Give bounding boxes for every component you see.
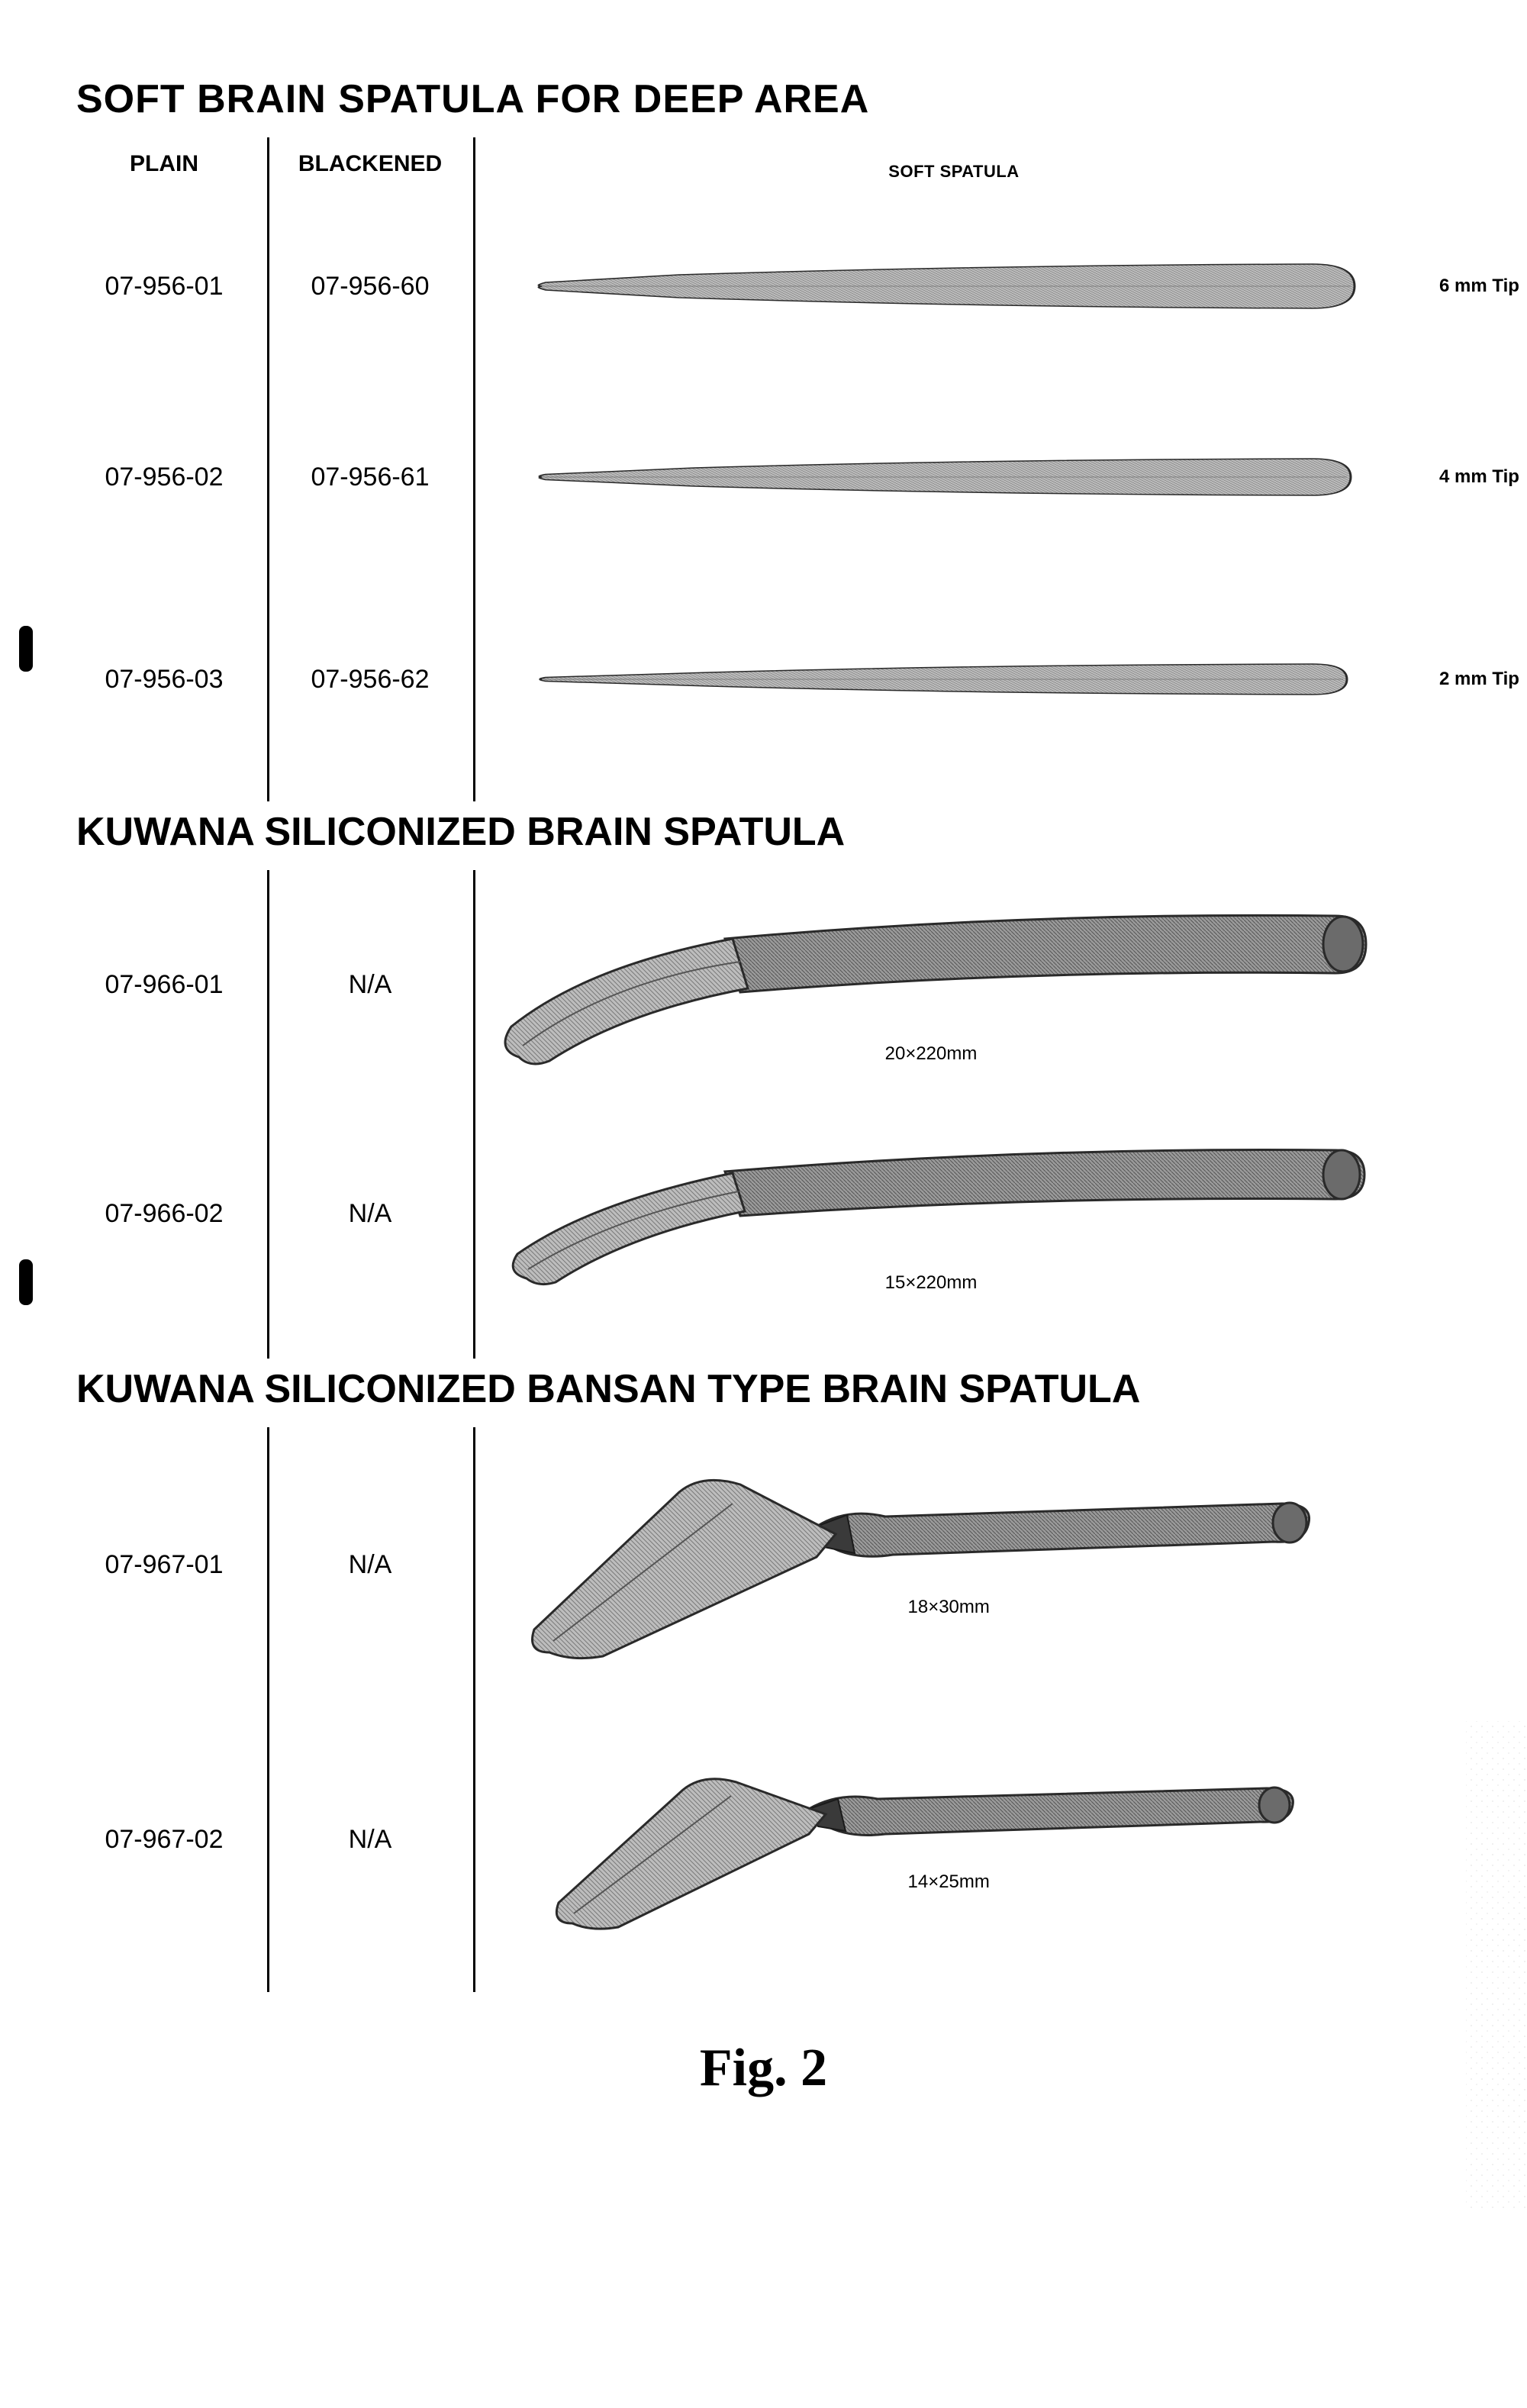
table-row: 07-966-02 N/A 15×220mm [61,1099,1466,1328]
product-image [473,382,1435,572]
table-row: 07-967-02 N/A 14×25mm [61,1702,1466,1977]
product-image [473,572,1435,786]
table-row: 07-956-02 07-956-61 4 mm Tip [61,382,1466,572]
code-plain: 07-966-02 [61,1199,267,1229]
section-title-bansan: KUWANA SILICONIZED BANSAN TYPE BRAIN SPA… [76,1366,1466,1412]
code-blackened: 07-956-62 [267,665,473,695]
scan-noise [1466,1721,1527,2210]
section-title-soft: SOFT BRAIN SPATULA FOR DEEP AREA [76,76,1466,122]
product-image: 20×220mm [473,870,1435,1099]
header-plain: PLAIN [61,151,267,177]
tip-label: 2 mm Tip [1435,669,1527,690]
code-plain: 07-967-02 [61,1825,267,1855]
page-tick-icon [19,626,33,672]
table-header-row: PLAIN BLACKENED [61,137,1466,191]
code-blackened: N/A [267,970,473,1000]
product-image: SOFT SPATULA [473,191,1435,382]
code-blackened: N/A [267,1825,473,1855]
table-row: 07-966-01 N/A 20×220mm [61,870,1466,1099]
dimension-label: 18×30mm [907,1597,989,1618]
code-plain: 07-956-02 [61,463,267,492]
page-tick-icon [19,1259,33,1305]
product-image: 15×220mm [473,1099,1435,1328]
tip-label: 6 mm Tip [1435,276,1527,297]
figure-caption: Fig. 2 [61,2038,1466,2099]
dimension-label: 14×25mm [907,1871,989,1893]
dimension-label: 15×220mm [885,1272,978,1294]
code-plain: 07-956-01 [61,272,267,301]
code-blackened: 07-956-61 [267,463,473,492]
table-row: 07-956-01 07-956-60 SOFT SPATULA 6 mm Ti… [61,191,1466,382]
code-blackened: 07-956-60 [267,272,473,301]
soft-spatula-label: SOFT SPATULA [888,162,1019,182]
dimension-label: 20×220mm [885,1043,978,1065]
product-image: 14×25mm [473,1702,1435,1977]
header-blackened: BLACKENED [267,151,473,177]
table-row: 07-956-03 07-956-62 2 mm Tip [61,572,1466,786]
code-plain: 07-956-03 [61,665,267,695]
section-title-kuwana: KUWANA SILICONIZED BRAIN SPATULA [76,809,1466,855]
bansan-table: 07-967-01 N/A 18×30mm [61,1427,1466,1992]
table-row: 07-967-01 N/A 18×30mm [61,1427,1466,1702]
product-image: 18×30mm [473,1427,1435,1702]
code-plain: 07-966-01 [61,970,267,1000]
code-plain: 07-967-01 [61,1550,267,1580]
code-blackened: N/A [267,1550,473,1580]
tip-label: 4 mm Tip [1435,466,1527,488]
soft-table: PLAIN BLACKENED 07-956-01 07-956-60 SOFT… [61,137,1466,801]
kuwana-table: 07-966-01 N/A 20×220mm [61,870,1466,1359]
code-blackened: N/A [267,1199,473,1229]
catalog-page: SOFT BRAIN SPATULA FOR DEEP AREA PLAIN B… [0,0,1527,2408]
